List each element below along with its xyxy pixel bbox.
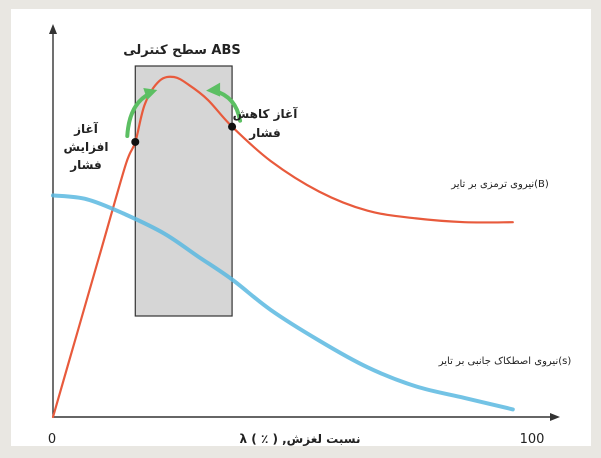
- abs-region-label: سطح کنترلی ABS: [123, 43, 241, 58]
- annotation-decrease-pressure: آغاز کاهش فشار: [233, 106, 299, 140]
- abs-control-region: [134, 65, 233, 317]
- marks: [125, 82, 243, 146]
- annotation-point-1: [131, 137, 140, 146]
- series-lateral-friction-line: [51, 193, 515, 412]
- abs-region-box: [134, 65, 233, 317]
- curves: [51, 75, 515, 419]
- series-label-braking-force: نیروی ترمزی بر تایر(B): [450, 179, 549, 190]
- x-axis-label: λ ( ٪ ) ,نسبت لغزش: [240, 432, 361, 446]
- series-braking-force-line: [51, 75, 514, 419]
- x-axis-arrow: [550, 413, 560, 421]
- annotation-increase-line-3: فشار: [69, 158, 101, 172]
- green-arrowhead-left: [143, 87, 158, 100]
- annotation-decrease-line-1: آغاز کاهش: [233, 106, 299, 121]
- annotation-point-2: [228, 122, 237, 131]
- annotation-increase-line-1: آغاز: [73, 121, 99, 136]
- axes: [49, 24, 560, 421]
- y-axis-arrow: [49, 24, 57, 34]
- annotation-increase-pressure: آغاز افزایش فشار: [63, 121, 108, 172]
- x-tick-label-0: 0: [48, 432, 56, 447]
- green-arrowhead-right: [206, 82, 221, 97]
- x-tick-label-100: 100: [520, 432, 545, 447]
- series-label-lateral-friction: نیروی اصطکاک جانبی بر تایر(s): [438, 356, 572, 367]
- annotation-decrease-line-2: فشار: [248, 126, 280, 140]
- plot-background: [11, 9, 591, 446]
- annotation-increase-line-2: افزایش: [63, 140, 108, 154]
